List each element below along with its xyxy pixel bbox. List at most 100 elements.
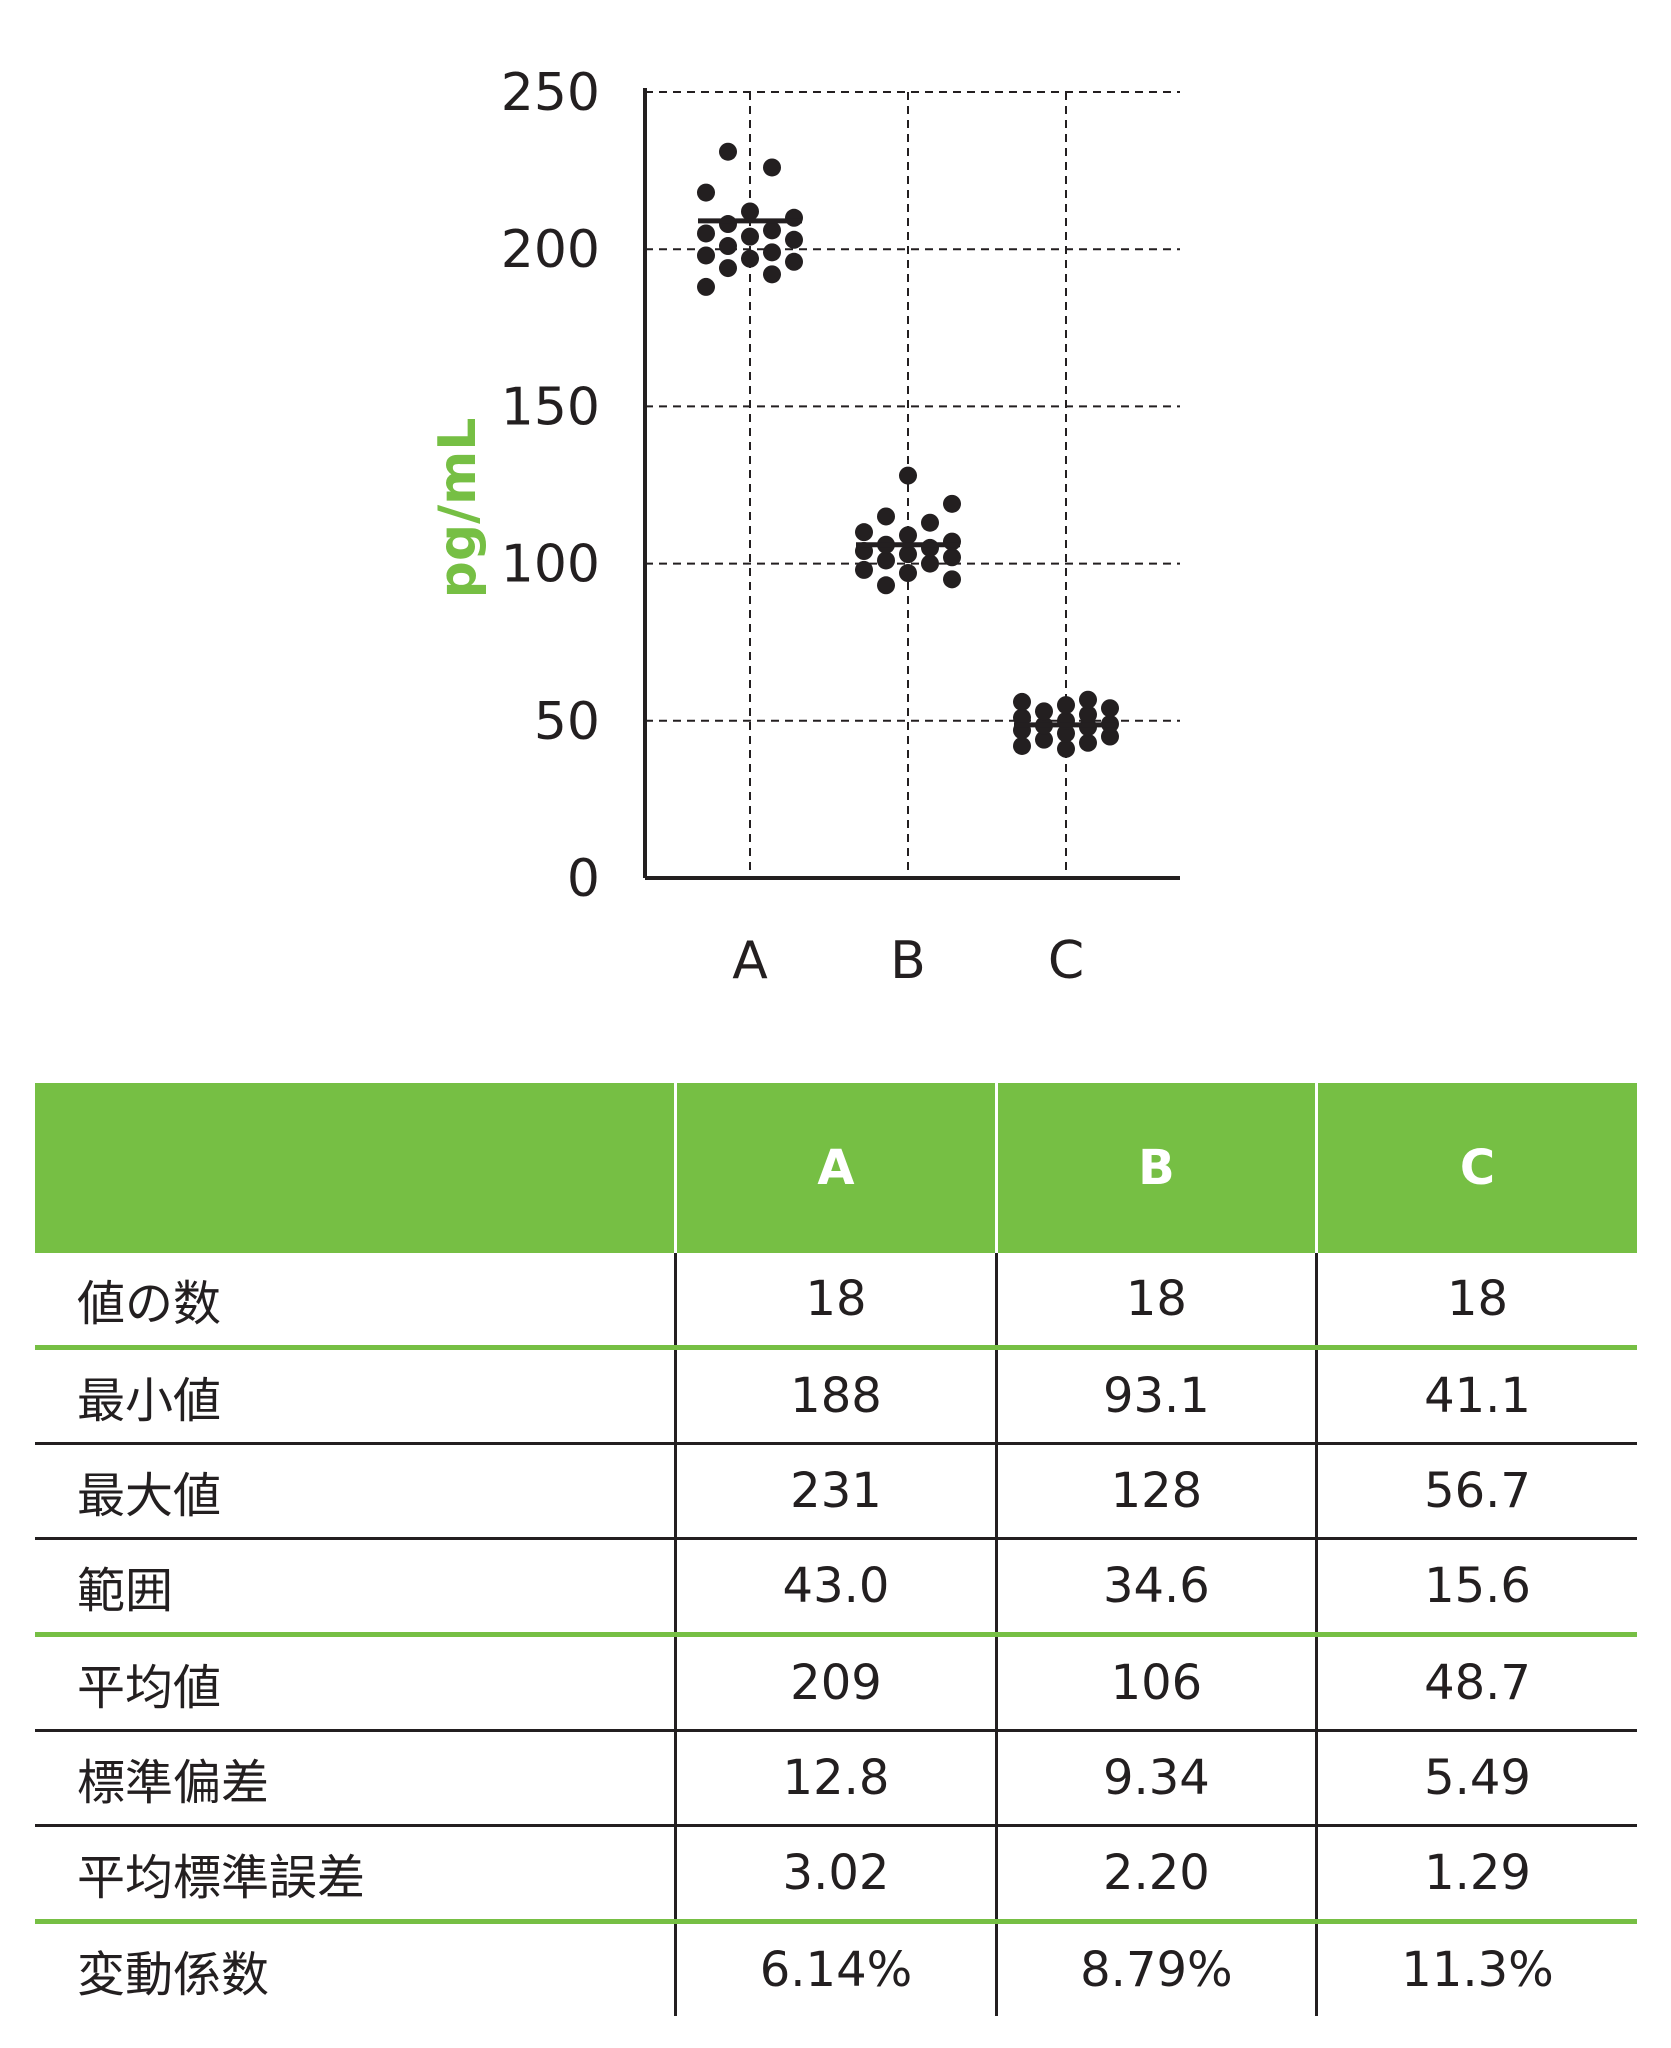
data-point	[943, 570, 961, 589]
table-row: 最小値 188 93.1 41.1	[35, 1347, 1637, 1445]
data-point	[1057, 739, 1075, 758]
table-cell: 56.7	[1315, 1443, 1637, 1540]
data-point	[719, 237, 737, 256]
data-point	[785, 252, 803, 271]
data-point	[719, 259, 737, 278]
data-point	[741, 227, 759, 246]
table-cell: 93.1	[994, 1347, 1317, 1445]
data-point	[763, 221, 781, 240]
table-cell: 11.3%	[1315, 1921, 1637, 2016]
data-point	[1057, 724, 1075, 743]
table-cell: 48.7	[1315, 1634, 1637, 1732]
row-label: 値の数	[35, 1253, 676, 1350]
table-cell: 18	[1315, 1253, 1637, 1350]
data-point	[877, 576, 895, 595]
row-label: 標準偏差	[35, 1730, 676, 1827]
table-cell: 231	[674, 1443, 997, 1540]
scatter-chart: 0 50 100 150 200 250 A B C pg/mL	[428, 63, 1180, 991]
table-cell: 5.49	[1315, 1730, 1637, 1827]
table-row: 平均値 209 106 48.7	[35, 1634, 1637, 1732]
table-row: 標準偏差 12.8 9.34 5.49	[35, 1730, 1637, 1827]
data-point	[785, 230, 803, 249]
data-point	[877, 507, 895, 526]
table-cell: 18	[994, 1253, 1317, 1350]
data-point	[697, 246, 715, 265]
table-header-cell: A	[674, 1083, 997, 1253]
data-point	[763, 265, 781, 284]
table-row: 値の数 18 18 18	[35, 1253, 1637, 1350]
table-cell: 106	[994, 1634, 1317, 1732]
table-cell: 41.1	[1315, 1347, 1637, 1445]
data-point	[921, 538, 939, 557]
x-tick-label: C	[1048, 931, 1084, 991]
data-point	[855, 523, 873, 542]
data-point	[1035, 702, 1053, 721]
chart-svg: 0 50 100 150 200 250 A B C pg/mL	[428, 63, 1180, 991]
data-point	[1079, 690, 1097, 709]
table-cell: 43.0	[674, 1538, 997, 1637]
data-point	[697, 224, 715, 243]
table-cell: 18	[674, 1253, 997, 1350]
x-tick-label: A	[732, 931, 768, 991]
data-point	[1101, 727, 1119, 746]
data-point	[1057, 696, 1075, 715]
row-label: 範囲	[35, 1538, 676, 1637]
table-cell: 34.6	[994, 1538, 1317, 1637]
data-point	[921, 554, 939, 573]
data-point	[877, 551, 895, 570]
table-cell: 8.79%	[994, 1921, 1317, 2016]
y-axis-title: pg/mL	[428, 418, 488, 599]
table-cell: 188	[674, 1347, 997, 1445]
data-point	[719, 215, 737, 234]
data-point	[943, 494, 961, 513]
data-point	[1079, 733, 1097, 752]
table-row: 最大値 231 128 56.7	[35, 1443, 1637, 1540]
data-point	[741, 202, 759, 221]
table-cell: 15.6	[1315, 1538, 1637, 1637]
data-point	[763, 158, 781, 177]
data-point	[1013, 736, 1031, 755]
y-tick-label: 100	[501, 535, 600, 595]
row-label: 最小値	[35, 1347, 676, 1445]
table-header-blank	[35, 1083, 676, 1253]
data-point	[899, 466, 917, 485]
data-point	[763, 243, 781, 262]
y-tick-label: 50	[534, 692, 600, 752]
data-point	[1013, 708, 1031, 727]
y-tick-label: 150	[501, 377, 600, 437]
table-row: 範囲 43.0 34.6 15.6	[35, 1538, 1637, 1637]
row-label: 変動係数	[77, 1947, 270, 2003]
table-cell: 2.20	[994, 1825, 1317, 1924]
data-point	[943, 548, 961, 567]
row-label: 最大値	[35, 1443, 676, 1540]
table-row: 変動係数 6.14% 8.79% 11.3%	[35, 1921, 1637, 2016]
table-cell: 3.02	[674, 1825, 997, 1924]
data-point	[899, 526, 917, 545]
table-header-cell: B	[994, 1083, 1317, 1253]
table-header-cell: C	[1315, 1083, 1637, 1253]
table-cell: 9.34	[994, 1730, 1317, 1827]
data-point	[1101, 699, 1119, 718]
y-tick-label: 250	[501, 63, 600, 123]
data-point	[1079, 705, 1097, 724]
y-tick-label: 0	[567, 849, 600, 909]
table-cell: 6.14%	[674, 1921, 997, 2016]
x-tick-label: B	[890, 931, 926, 991]
data-point	[943, 532, 961, 551]
data-point	[921, 513, 939, 532]
y-tick-label: 200	[501, 220, 600, 280]
data-point	[1035, 730, 1053, 749]
data-point	[899, 545, 917, 564]
data-point	[785, 208, 803, 227]
data-point	[1013, 692, 1031, 711]
row-label: 平均値	[35, 1634, 676, 1732]
data-point	[719, 142, 737, 161]
data-point	[697, 183, 715, 202]
table-cell: 12.8	[674, 1730, 997, 1827]
data-point	[697, 277, 715, 296]
data-point	[741, 249, 759, 268]
table-cell: 1.29	[1315, 1825, 1637, 1924]
table-cell: 128	[994, 1443, 1317, 1540]
